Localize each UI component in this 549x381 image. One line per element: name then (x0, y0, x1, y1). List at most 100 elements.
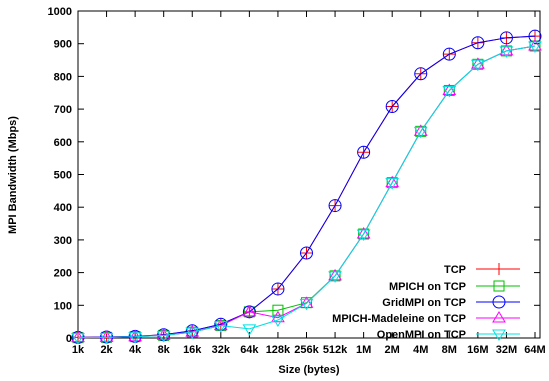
data-point (492, 311, 506, 323)
data-point (185, 327, 200, 340)
data-point (470, 59, 485, 72)
data-point (442, 83, 457, 95)
data-point (71, 333, 85, 345)
series-mpich-madeleine-on-tcp (71, 39, 542, 343)
x-tick-label: 2k (100, 344, 113, 356)
data-point (213, 321, 228, 333)
legend: TCP MPICH on TCP GridMPI on TCP MPICH-Madel… (332, 263, 520, 341)
data-point (415, 125, 427, 137)
legend-label: TCP (444, 264, 466, 276)
data-point (242, 324, 257, 336)
data-point (271, 310, 285, 323)
data-point (528, 41, 542, 53)
x-tick-label: 64k (240, 344, 259, 356)
data-point (71, 330, 85, 343)
y-tick-label: 300 (54, 235, 72, 247)
x-tick-label: 16M (467, 344, 488, 356)
y-tick-label: 500 (54, 170, 72, 182)
data-point (128, 332, 143, 344)
data-point (414, 67, 428, 81)
x-tick-label: 16k (183, 344, 202, 356)
data-point (356, 227, 371, 239)
data-point (299, 298, 314, 311)
data-point (499, 46, 514, 58)
series-line (77, 45, 536, 339)
y-tick-label: 100 (54, 300, 72, 312)
x-tick-label: 256k (294, 344, 319, 356)
data-point (385, 178, 400, 190)
data-point (300, 246, 313, 260)
legend-label: MPICH on TCP (389, 281, 466, 293)
x-tick-label: 8k (158, 344, 171, 356)
plot-frame (77, 10, 541, 339)
data-point (356, 229, 371, 241)
y-tick-label: 200 (54, 268, 72, 280)
series-layer (71, 29, 542, 345)
data-point (413, 124, 428, 136)
axis-ticks: 0 100 200 300 400 500 600 700 800 900 1000 1k 2k 4k 8k… (48, 6, 546, 356)
x-tick-label: 8M (442, 344, 457, 356)
y-tick-label: 800 (54, 71, 72, 83)
data-point (499, 31, 513, 45)
data-point (271, 282, 285, 296)
data-point (329, 270, 341, 282)
series-line (77, 45, 536, 339)
data-point (272, 304, 284, 316)
series-openmpi-on-tcp (71, 41, 542, 345)
x-axis-title: Size (bytes) (278, 364, 339, 376)
data-point (99, 330, 114, 342)
data-point (413, 126, 428, 139)
series-line (77, 45, 536, 339)
y-axis-title: MPI Bandwidth (Mbps) (7, 116, 19, 234)
data-point (385, 99, 399, 113)
data-point (128, 329, 143, 342)
y-tick-label: 900 (54, 39, 72, 51)
data-point (271, 315, 285, 327)
legend-entry: MPICH-Madeleine on TCP (332, 311, 520, 325)
data-point (443, 84, 455, 96)
data-point (471, 36, 485, 50)
x-tick-label: 32k (212, 344, 231, 356)
legend-entry: GridMPI on TCP (382, 295, 520, 309)
y-tick-label: 1000 (48, 6, 72, 18)
data-point (386, 177, 398, 189)
legend-label: OpenMPI on TCP (377, 329, 466, 341)
data-point (328, 271, 342, 283)
y-tick-label: 0 (66, 333, 72, 345)
data-point (214, 317, 228, 331)
data-point (328, 268, 342, 281)
data-point (528, 39, 542, 51)
x-tick-label: 1M (356, 344, 371, 356)
x-tick-label: 512k (323, 344, 348, 356)
data-point (243, 306, 255, 318)
legend-entry: OpenMPI on TCP (377, 329, 520, 341)
data-point (500, 45, 512, 57)
data-point (492, 329, 506, 341)
x-tick-label: 2M (385, 344, 400, 356)
y-tick-label: 400 (54, 202, 72, 214)
data-point (493, 280, 505, 292)
data-point (385, 175, 400, 188)
data-point (213, 318, 228, 331)
data-point (493, 263, 505, 275)
x-tick-label: 64M (524, 344, 545, 356)
legend-label: GridMPI on TCP (382, 297, 466, 309)
data-point (357, 145, 371, 159)
data-point (156, 328, 171, 340)
data-point (492, 295, 506, 309)
legend-entry: TCP (444, 263, 520, 276)
legend-entry: MPICH on TCP (389, 280, 520, 293)
data-point (442, 85, 457, 98)
data-point (156, 330, 171, 343)
x-tick-label: 32M (496, 344, 517, 356)
data-point (358, 228, 370, 240)
x-tick-label: 4k (129, 344, 142, 356)
x-tick-label: 1k (72, 344, 85, 356)
data-point (299, 296, 314, 308)
series-line (77, 35, 536, 338)
series-line (77, 35, 536, 338)
data-point (529, 40, 541, 52)
data-point (328, 199, 342, 213)
data-point (242, 304, 257, 317)
